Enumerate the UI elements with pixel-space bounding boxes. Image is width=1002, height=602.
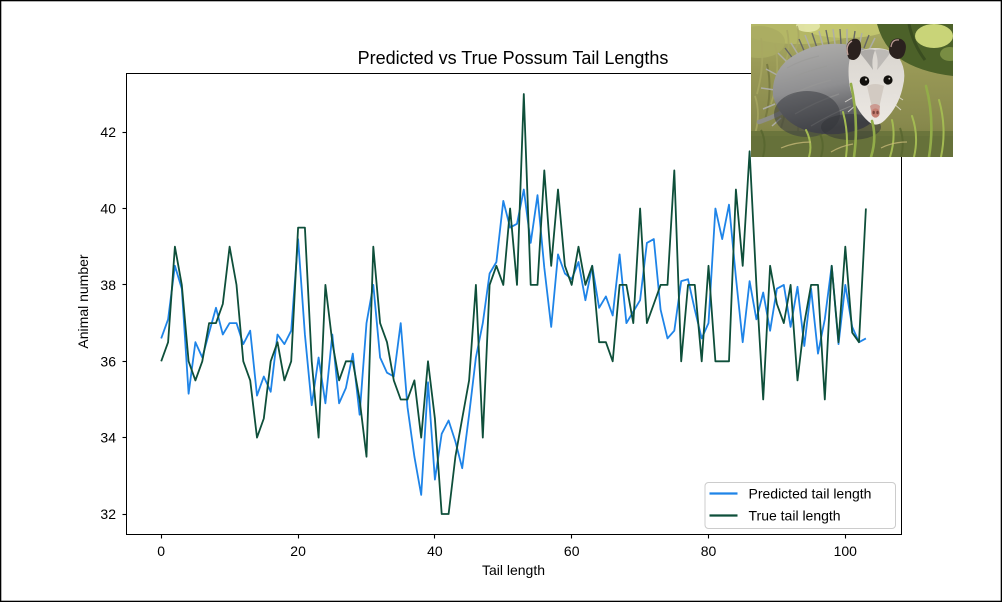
svg-text:40: 40 [100,201,116,217]
svg-text:Predicted tail length: Predicted tail length [749,486,872,502]
svg-text:80: 80 [701,543,717,559]
svg-text:36: 36 [100,353,116,369]
svg-text:Tail length: Tail length [482,562,545,578]
svg-text:100: 100 [834,543,858,559]
svg-text:38: 38 [100,277,116,293]
svg-text:20: 20 [290,543,306,559]
svg-text:34: 34 [100,430,116,446]
svg-text:40: 40 [427,543,443,559]
svg-text:60: 60 [564,543,580,559]
svg-text:32: 32 [100,506,116,522]
svg-text:Animal number: Animal number [75,254,91,348]
svg-text:0: 0 [157,543,165,559]
svg-text:Predicted vs True Possum Tail: Predicted vs True Possum Tail Lengths [358,48,669,68]
svg-text:42: 42 [100,124,116,140]
svg-text:True tail length: True tail length [749,508,841,524]
